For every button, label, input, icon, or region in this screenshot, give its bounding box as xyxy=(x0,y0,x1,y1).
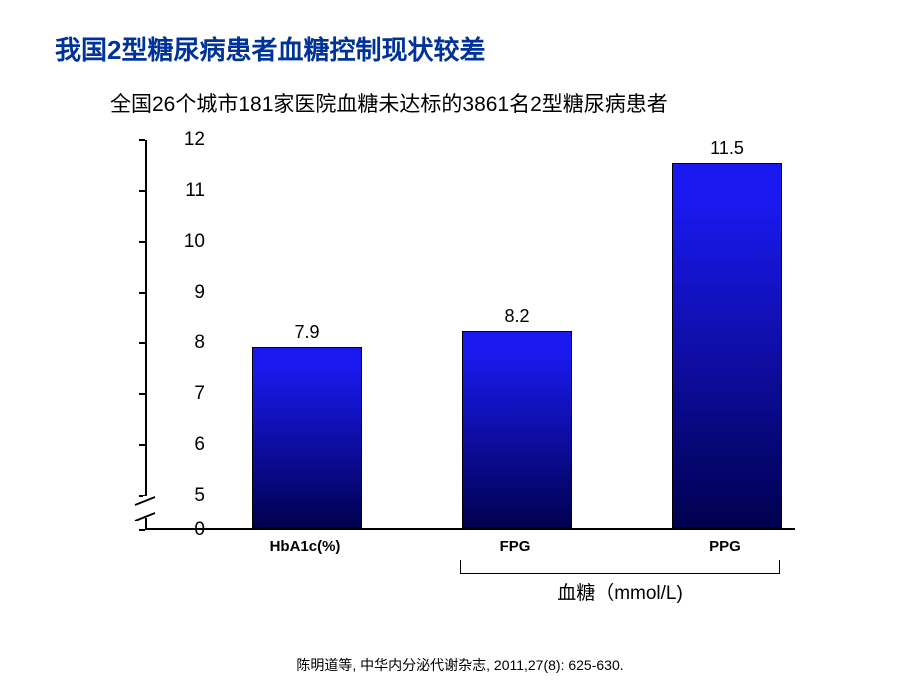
ytick-label: 5 xyxy=(165,485,205,507)
bar xyxy=(672,163,782,528)
category-label: PPG xyxy=(709,538,741,555)
bar xyxy=(462,331,572,528)
slide-subtitle: 全国26个城市181家医院血糖未达标的3861名2型糖尿病患者 xyxy=(110,88,668,118)
bar-chart: 7.98.211.5 056789101112HbA1c(%)FPGPPG血糖（… xyxy=(90,130,810,560)
ytick-label: 11 xyxy=(165,180,205,202)
bar-value-label: 11.5 xyxy=(710,138,744,159)
axis-break-icon xyxy=(133,493,157,521)
ytick-mark xyxy=(139,190,145,192)
ytick-label: 9 xyxy=(165,282,205,304)
ytick-label: 6 xyxy=(165,434,205,456)
ytick-mark xyxy=(139,292,145,294)
ytick-label: 12 xyxy=(165,129,205,151)
group-bracket xyxy=(460,560,780,574)
plot-area: 7.9 8.2 11.5 xyxy=(145,140,795,530)
bar-value-label: 7.9 xyxy=(294,322,319,343)
ytick-mark xyxy=(139,393,145,395)
bar xyxy=(252,347,362,528)
ytick-label: 7 xyxy=(165,383,205,405)
bar-value-label: 8.2 xyxy=(504,306,529,327)
ytick-label: 10 xyxy=(165,231,205,253)
ytick-label: 0 xyxy=(165,519,205,541)
ytick-mark xyxy=(139,241,145,243)
category-label: HbA1c(%) xyxy=(270,538,341,555)
citation-text: 陈明道等, 中华内分泌代谢杂志, 2011,27(8): 625-630. xyxy=(0,655,920,675)
ytick-mark xyxy=(139,342,145,344)
ytick-mark xyxy=(139,444,145,446)
slide-title: 我国2型糖尿病患者血糖控制现状较差 xyxy=(55,30,485,67)
ytick-mark xyxy=(139,529,145,531)
group-bracket-label: 血糖（mmol/L) xyxy=(557,578,683,605)
ytick-label: 8 xyxy=(165,332,205,354)
category-label: FPG xyxy=(500,538,531,555)
ytick-mark xyxy=(139,139,145,141)
